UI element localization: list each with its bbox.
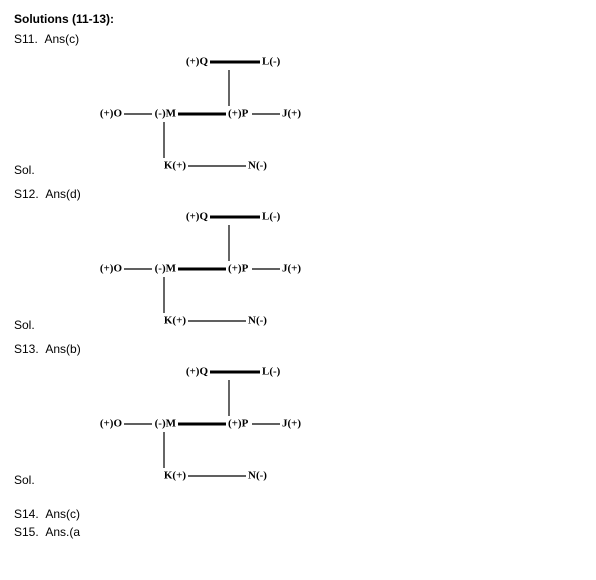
svg-text:(+)O: (+)O: [100, 263, 123, 275]
solution-row: Sol. (+)Q L(-) (+)O (-)M (+)P J(+) K(+) N(-): [14, 203, 582, 336]
svg-text:L(-): L(-): [262, 211, 281, 223]
svg-text:K(+): K(+): [164, 315, 186, 327]
sol-label: Sol.: [14, 318, 54, 336]
svg-text:(-)M: (-)M: [155, 418, 177, 430]
svg-text:K(+): K(+): [164, 160, 186, 172]
solution-row: Sol. (+)Q L(-) (+)O (-)M (+)P J(+) K(+) N(-): [14, 358, 582, 491]
svg-text:(+)Q: (+)Q: [186, 56, 209, 68]
sol-label: Sol.: [14, 163, 54, 181]
svg-text:N(-): N(-): [248, 470, 267, 482]
diagram-wrap: (+)Q L(-) (+)O (-)M (+)P J(+) K(+) N(-): [54, 203, 330, 336]
answer-line: S15. Ans.(a: [14, 525, 582, 539]
seating-diagram: (+)Q L(-) (+)O (-)M (+)P J(+) K(+) N(-): [90, 203, 330, 333]
svg-text:N(-): N(-): [248, 160, 267, 172]
svg-text:(+)O: (+)O: [100, 108, 123, 120]
svg-text:(+)Q: (+)Q: [186, 211, 209, 223]
answer-line: S14. Ans(c): [14, 507, 582, 521]
svg-text:(+)O: (+)O: [100, 418, 123, 430]
svg-text:L(-): L(-): [262, 366, 281, 378]
answer-line: S12. Ans(d): [14, 187, 582, 201]
svg-text:(+)P: (+)P: [228, 418, 249, 430]
solutions-heading: Solutions (11-13):: [14, 12, 582, 26]
diagram-wrap: (+)Q L(-) (+)O (-)M (+)P J(+) K(+) N(-): [54, 358, 330, 491]
svg-text:L(-): L(-): [262, 56, 281, 68]
diagram-wrap: (+)Q L(-) (+)O (-)M (+)P J(+) K(+) N(-): [54, 48, 330, 181]
svg-text:(+)P: (+)P: [228, 108, 249, 120]
seating-diagram: (+)Q L(-) (+)O (-)M (+)P J(+) K(+) N(-): [90, 358, 330, 488]
answer-line: S11. Ans(c): [14, 32, 582, 46]
answer-line: S13. Ans(b): [14, 342, 582, 356]
svg-text:(-)M: (-)M: [155, 263, 177, 275]
svg-text:(+)P: (+)P: [228, 263, 249, 275]
svg-text:(-)M: (-)M: [155, 108, 177, 120]
solution-row: Sol. (+)Q L(-) (+)O (-)M (+)P J(+) K(+) N(-): [14, 48, 582, 181]
sol-label: Sol.: [14, 473, 54, 491]
svg-text:J(+): J(+): [282, 418, 301, 430]
svg-text:K(+): K(+): [164, 470, 186, 482]
seating-diagram: (+)Q L(-) (+)O (-)M (+)P J(+) K(+) N(-): [90, 48, 330, 178]
svg-text:N(-): N(-): [248, 315, 267, 327]
svg-text:J(+): J(+): [282, 263, 301, 275]
svg-text:J(+): J(+): [282, 108, 301, 120]
svg-text:(+)Q: (+)Q: [186, 366, 209, 378]
